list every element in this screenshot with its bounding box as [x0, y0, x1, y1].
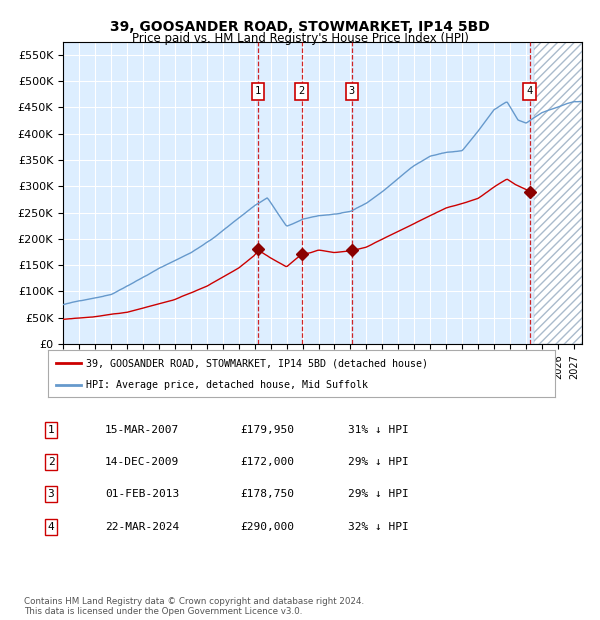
Text: 4: 4: [47, 522, 55, 532]
Text: £179,950: £179,950: [240, 425, 294, 435]
Text: 39, GOOSANDER ROAD, STOWMARKET, IP14 5BD: 39, GOOSANDER ROAD, STOWMARKET, IP14 5BD: [110, 20, 490, 34]
Text: £290,000: £290,000: [240, 522, 294, 532]
Text: £178,750: £178,750: [240, 489, 294, 499]
Text: This data is licensed under the Open Government Licence v3.0.: This data is licensed under the Open Gov…: [24, 606, 302, 616]
Text: 32% ↓ HPI: 32% ↓ HPI: [348, 522, 409, 532]
Text: Contains HM Land Registry data © Crown copyright and database right 2024.: Contains HM Land Registry data © Crown c…: [24, 596, 364, 606]
Text: 4: 4: [526, 86, 533, 97]
Text: Price paid vs. HM Land Registry's House Price Index (HPI): Price paid vs. HM Land Registry's House …: [131, 32, 469, 45]
Text: 15-MAR-2007: 15-MAR-2007: [105, 425, 179, 435]
Text: 01-FEB-2013: 01-FEB-2013: [105, 489, 179, 499]
Text: 31% ↓ HPI: 31% ↓ HPI: [348, 425, 409, 435]
Text: 3: 3: [47, 489, 55, 499]
Text: 2: 2: [47, 457, 55, 467]
Text: HPI: Average price, detached house, Mid Suffolk: HPI: Average price, detached house, Mid …: [86, 380, 368, 390]
Text: 39, GOOSANDER ROAD, STOWMARKET, IP14 5BD (detached house): 39, GOOSANDER ROAD, STOWMARKET, IP14 5BD…: [86, 358, 428, 368]
Text: 14-DEC-2009: 14-DEC-2009: [105, 457, 179, 467]
Text: 29% ↓ HPI: 29% ↓ HPI: [348, 457, 409, 467]
Bar: [534, 42, 582, 344]
Text: £172,000: £172,000: [240, 457, 294, 467]
Text: 1: 1: [47, 425, 55, 435]
Text: 22-MAR-2024: 22-MAR-2024: [105, 522, 179, 532]
Text: 29% ↓ HPI: 29% ↓ HPI: [348, 489, 409, 499]
Text: 1: 1: [255, 86, 261, 97]
Text: 2: 2: [299, 86, 305, 97]
Bar: [534, 42, 582, 344]
Text: 3: 3: [349, 86, 355, 97]
